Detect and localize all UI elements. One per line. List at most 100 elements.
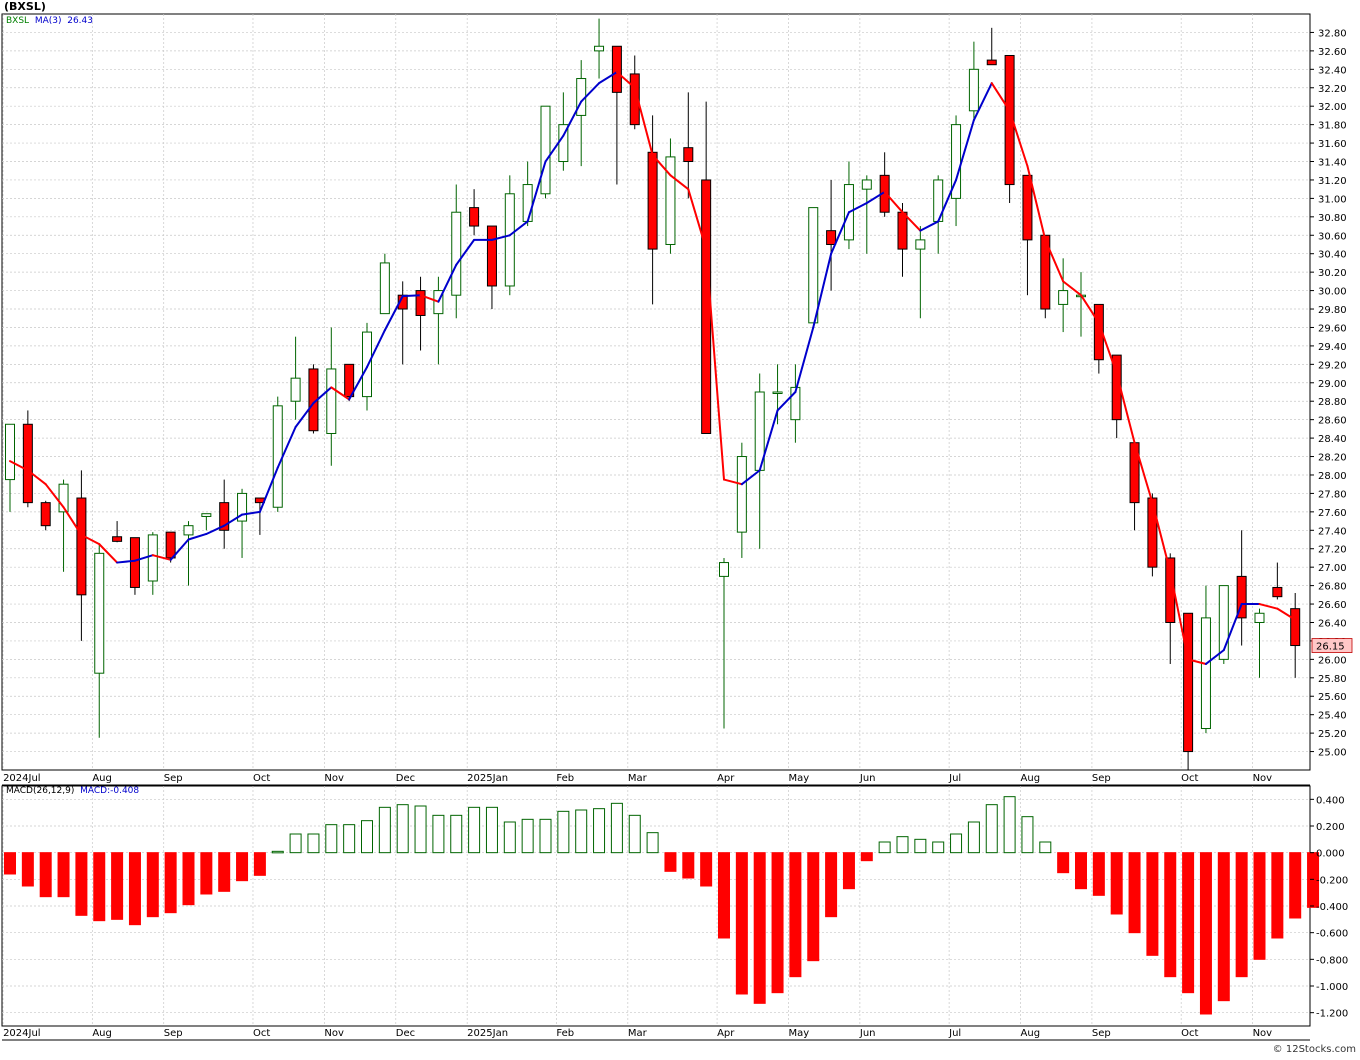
macd-bar: [343, 824, 356, 854]
macd-bar: [396, 804, 409, 854]
macd-month-label: Feb: [556, 1028, 574, 1039]
price-month-label: Sep: [164, 773, 183, 784]
price-tick-label: 31.80: [1318, 121, 1347, 132]
ma3-segment: [26, 469, 47, 486]
price-tick-label: 25.00: [1318, 748, 1347, 759]
macd-bar: [325, 824, 338, 854]
macd-bar: [1199, 852, 1212, 1015]
macd-bar: [200, 852, 213, 895]
ma3-segment: [455, 238, 476, 266]
macd-tick-label: -0.400: [1316, 902, 1348, 913]
candle-body: [1040, 234, 1051, 310]
ma3-segment: [98, 543, 119, 564]
ma3-segment: [223, 513, 244, 527]
ma3-segment: [776, 391, 797, 412]
candle-body: [665, 156, 676, 245]
price-tick-label: 25.40: [1318, 711, 1347, 722]
candle-body: [1004, 54, 1015, 186]
price-tick-label: 30.20: [1318, 268, 1347, 279]
macd-bar: [1217, 852, 1230, 1002]
macd-bar: [932, 841, 945, 854]
price-tick-label: 27.80: [1318, 489, 1347, 500]
ma3-segment: [9, 460, 29, 472]
candle-body: [290, 377, 301, 402]
candle-body: [701, 179, 712, 434]
macd-bar: [1039, 841, 1052, 854]
candle-body: [219, 502, 230, 531]
ma3-segment: [312, 386, 333, 405]
price-legend: BXSL MA(3) 26.43: [6, 16, 93, 26]
ma3-segment: [419, 294, 440, 303]
macd-month-label: Nov: [1253, 1028, 1273, 1039]
price-tick-label: 31.20: [1318, 176, 1347, 187]
price-tick-label: 29.00: [1318, 379, 1347, 390]
ma3-segment: [241, 510, 261, 516]
ma3-segment: [1026, 165, 1047, 241]
macd-bar: [1164, 852, 1177, 978]
candle-body: [272, 405, 283, 508]
macd-bar: [1289, 852, 1302, 919]
macd-legend-label: MACD(26,12,9): [6, 786, 75, 796]
ma3-segment: [1151, 501, 1172, 573]
macd-bar: [361, 820, 373, 854]
ma3-segment: [169, 538, 190, 561]
candle-body: [826, 230, 837, 245]
candle-body: [1272, 586, 1283, 598]
macd-month-label: Nov: [324, 1028, 344, 1039]
candle-body: [683, 147, 694, 163]
price-tick-label: 28.00: [1318, 471, 1347, 482]
ma3-segment: [1115, 372, 1136, 444]
ma3-segment: [544, 134, 565, 163]
ma3-segment: [598, 71, 618, 85]
ma3-segment: [1276, 607, 1297, 621]
candle-body: [897, 211, 908, 250]
price-tick-label: 28.40: [1318, 434, 1347, 445]
macd-bar: [75, 852, 88, 916]
ma3-segment: [490, 234, 511, 241]
macd-bar: [950, 833, 963, 854]
macd-bar: [378, 806, 391, 854]
macd-bar: [164, 852, 177, 914]
price-tick-label: 26.00: [1318, 655, 1347, 666]
macd-month-label: Oct: [1181, 1028, 1198, 1039]
ma3-segment: [366, 329, 386, 369]
ma3-segment: [651, 154, 672, 177]
price-tick-label: 32.80: [1318, 28, 1347, 39]
price-month-label: Jul: [948, 773, 961, 784]
price-tick-label: 26.80: [1318, 582, 1347, 593]
ma3-segment: [1008, 109, 1029, 168]
macd-bar: [735, 852, 748, 995]
ma3-segment: [116, 559, 136, 564]
macd-bar: [1057, 852, 1070, 874]
macd-bar: [664, 852, 677, 872]
ma3-segment: [62, 506, 83, 536]
ma3-segment: [133, 554, 154, 562]
price-layer: [5, 18, 1301, 770]
price-tick-label: 29.80: [1318, 305, 1347, 316]
ma3-segment: [705, 248, 725, 481]
ma3-segment: [348, 366, 368, 401]
ma3-segment: [258, 466, 279, 513]
macd-bar: [414, 805, 427, 854]
ma3-segment: [847, 202, 868, 214]
macd-bar: [1128, 852, 1141, 934]
ma3-segment: [1097, 321, 1118, 375]
macd-bar: [39, 852, 52, 898]
ma3-segment: [740, 469, 761, 486]
macd-bar: [182, 852, 195, 906]
price-tick-label: 27.20: [1318, 545, 1347, 556]
ma3-segment: [383, 295, 404, 332]
ma3-segment: [294, 402, 315, 429]
candle-body: [540, 105, 551, 195]
macd-legend-value: MACD:-0.408: [80, 786, 140, 796]
macd-bar: [289, 833, 302, 854]
candle-body: [201, 513, 212, 517]
price-tick-label: 29.20: [1318, 360, 1347, 371]
price-month-label: Apr: [717, 773, 735, 784]
macd-bar: [1182, 852, 1195, 994]
macd-bar: [1021, 816, 1034, 854]
price-tick-label: 27.00: [1318, 563, 1347, 574]
candle-body: [129, 537, 140, 588]
candle-body: [968, 68, 979, 112]
